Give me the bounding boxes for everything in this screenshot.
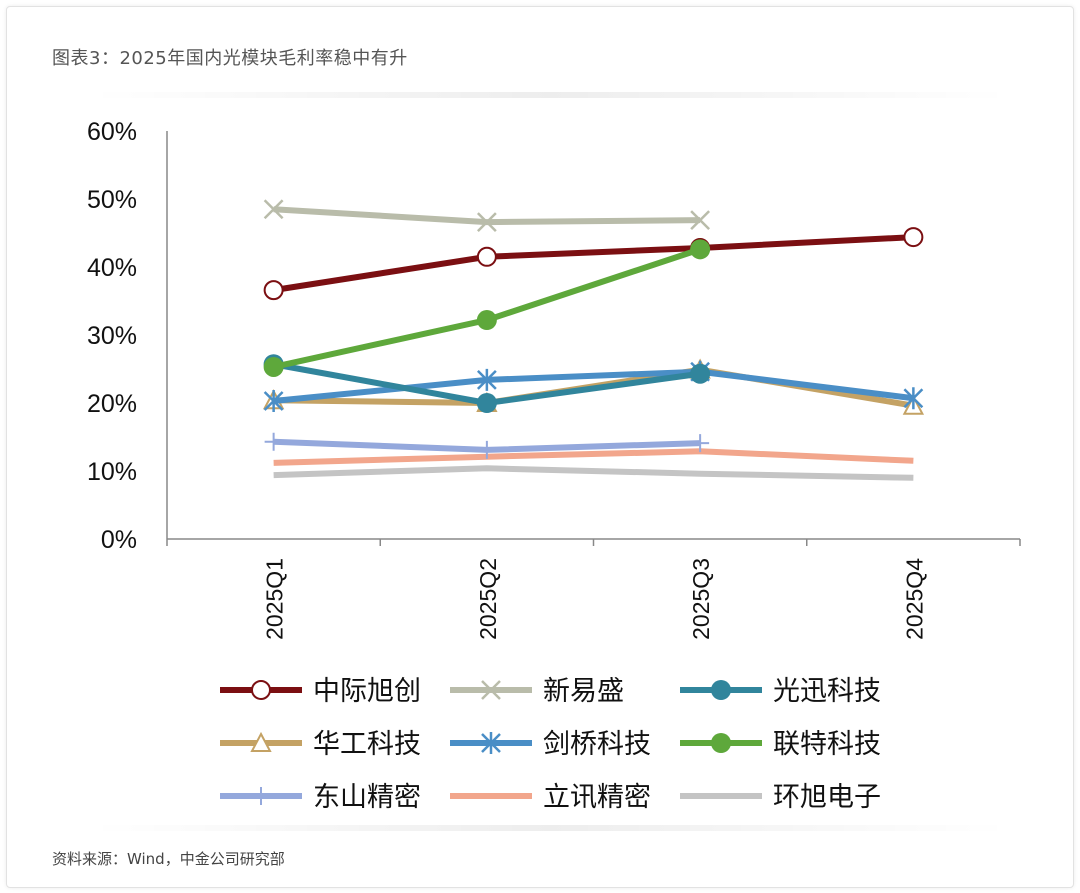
series-line xyxy=(273,368,914,404)
legend-item: 东山精密 xyxy=(220,782,421,813)
legend-item: 华工科技 xyxy=(220,729,421,760)
series-line xyxy=(273,465,914,481)
filled-circle-marker xyxy=(711,680,731,700)
footer-divider xyxy=(90,825,1010,831)
y-tick-label: 0% xyxy=(101,526,137,554)
legend-label: 剑桥科技 xyxy=(543,729,651,760)
series-line xyxy=(273,206,701,226)
series-8 xyxy=(273,465,914,481)
legend-label: 华工科技 xyxy=(313,729,421,760)
y-tick-label: 10% xyxy=(87,458,137,486)
series-5 xyxy=(263,239,711,377)
legend-label: 光迅科技 xyxy=(773,676,881,707)
x-marker xyxy=(690,210,711,230)
legend-label: 东山精密 xyxy=(313,782,421,813)
legend-item: 立讯精密 xyxy=(450,782,651,813)
y-tick-label: 40% xyxy=(87,254,137,282)
title-divider xyxy=(90,92,1010,98)
plus-marker xyxy=(477,440,496,459)
filled-circle-marker xyxy=(263,356,284,377)
x-marker xyxy=(476,212,497,233)
legend-label: 新易盛 xyxy=(543,676,624,707)
x-marker xyxy=(481,680,501,700)
series-0 xyxy=(263,227,924,301)
open-circle-marker xyxy=(476,246,497,267)
open-circle-marker xyxy=(903,227,924,248)
y-tick-label: 50% xyxy=(87,186,137,214)
filled-circle-marker xyxy=(476,393,497,413)
filled-circle-marker xyxy=(476,310,497,331)
filled-circle-marker xyxy=(690,363,711,384)
legend-item: 光迅科技 xyxy=(680,676,881,707)
star-marker xyxy=(903,387,924,410)
legend-label: 中际旭创 xyxy=(313,676,421,707)
series-6 xyxy=(264,432,710,459)
x-tick-label: 2025Q4 xyxy=(901,558,927,640)
legend-item: 中际旭创 xyxy=(220,676,421,707)
x-tick-label: 2025Q1 xyxy=(262,558,288,640)
y-tick-label: 20% xyxy=(87,390,137,418)
chart-title: 图表3：2025年国内光模块毛利率稳中有升 xyxy=(52,48,408,69)
series-7 xyxy=(273,448,914,466)
legend-item: 新易盛 xyxy=(450,676,624,707)
plus-marker xyxy=(691,434,710,453)
star-marker xyxy=(481,732,501,754)
open-circle-marker xyxy=(263,280,284,301)
legend-label: 环旭电子 xyxy=(773,782,881,813)
y-tick-label: 30% xyxy=(87,322,137,350)
triangle-marker xyxy=(250,731,272,752)
source-note: 资料来源：Wind，中金公司研究部 xyxy=(52,850,285,868)
series-line xyxy=(273,448,914,466)
plus-marker xyxy=(264,432,283,451)
legend-item: 环旭电子 xyxy=(680,782,881,813)
filled-circle-marker xyxy=(690,239,711,260)
star-marker xyxy=(476,368,497,391)
legend-label: 联特科技 xyxy=(773,729,881,760)
x-marker xyxy=(263,199,284,220)
plus-marker xyxy=(252,787,270,805)
legend-item: 剑桥科技 xyxy=(450,729,651,760)
y-tick-label: 60% xyxy=(87,118,137,146)
x-tick-label: 2025Q2 xyxy=(475,558,501,640)
series-line xyxy=(273,234,914,294)
legend-item: 联特科技 xyxy=(680,729,881,760)
filled-circle-marker xyxy=(711,733,731,753)
open-circle-marker xyxy=(251,680,271,700)
legend-label: 立讯精密 xyxy=(543,782,651,813)
x-tick-label: 2025Q3 xyxy=(688,558,714,640)
series-1 xyxy=(263,199,711,233)
star-marker xyxy=(263,389,284,412)
series-line xyxy=(272,246,702,370)
